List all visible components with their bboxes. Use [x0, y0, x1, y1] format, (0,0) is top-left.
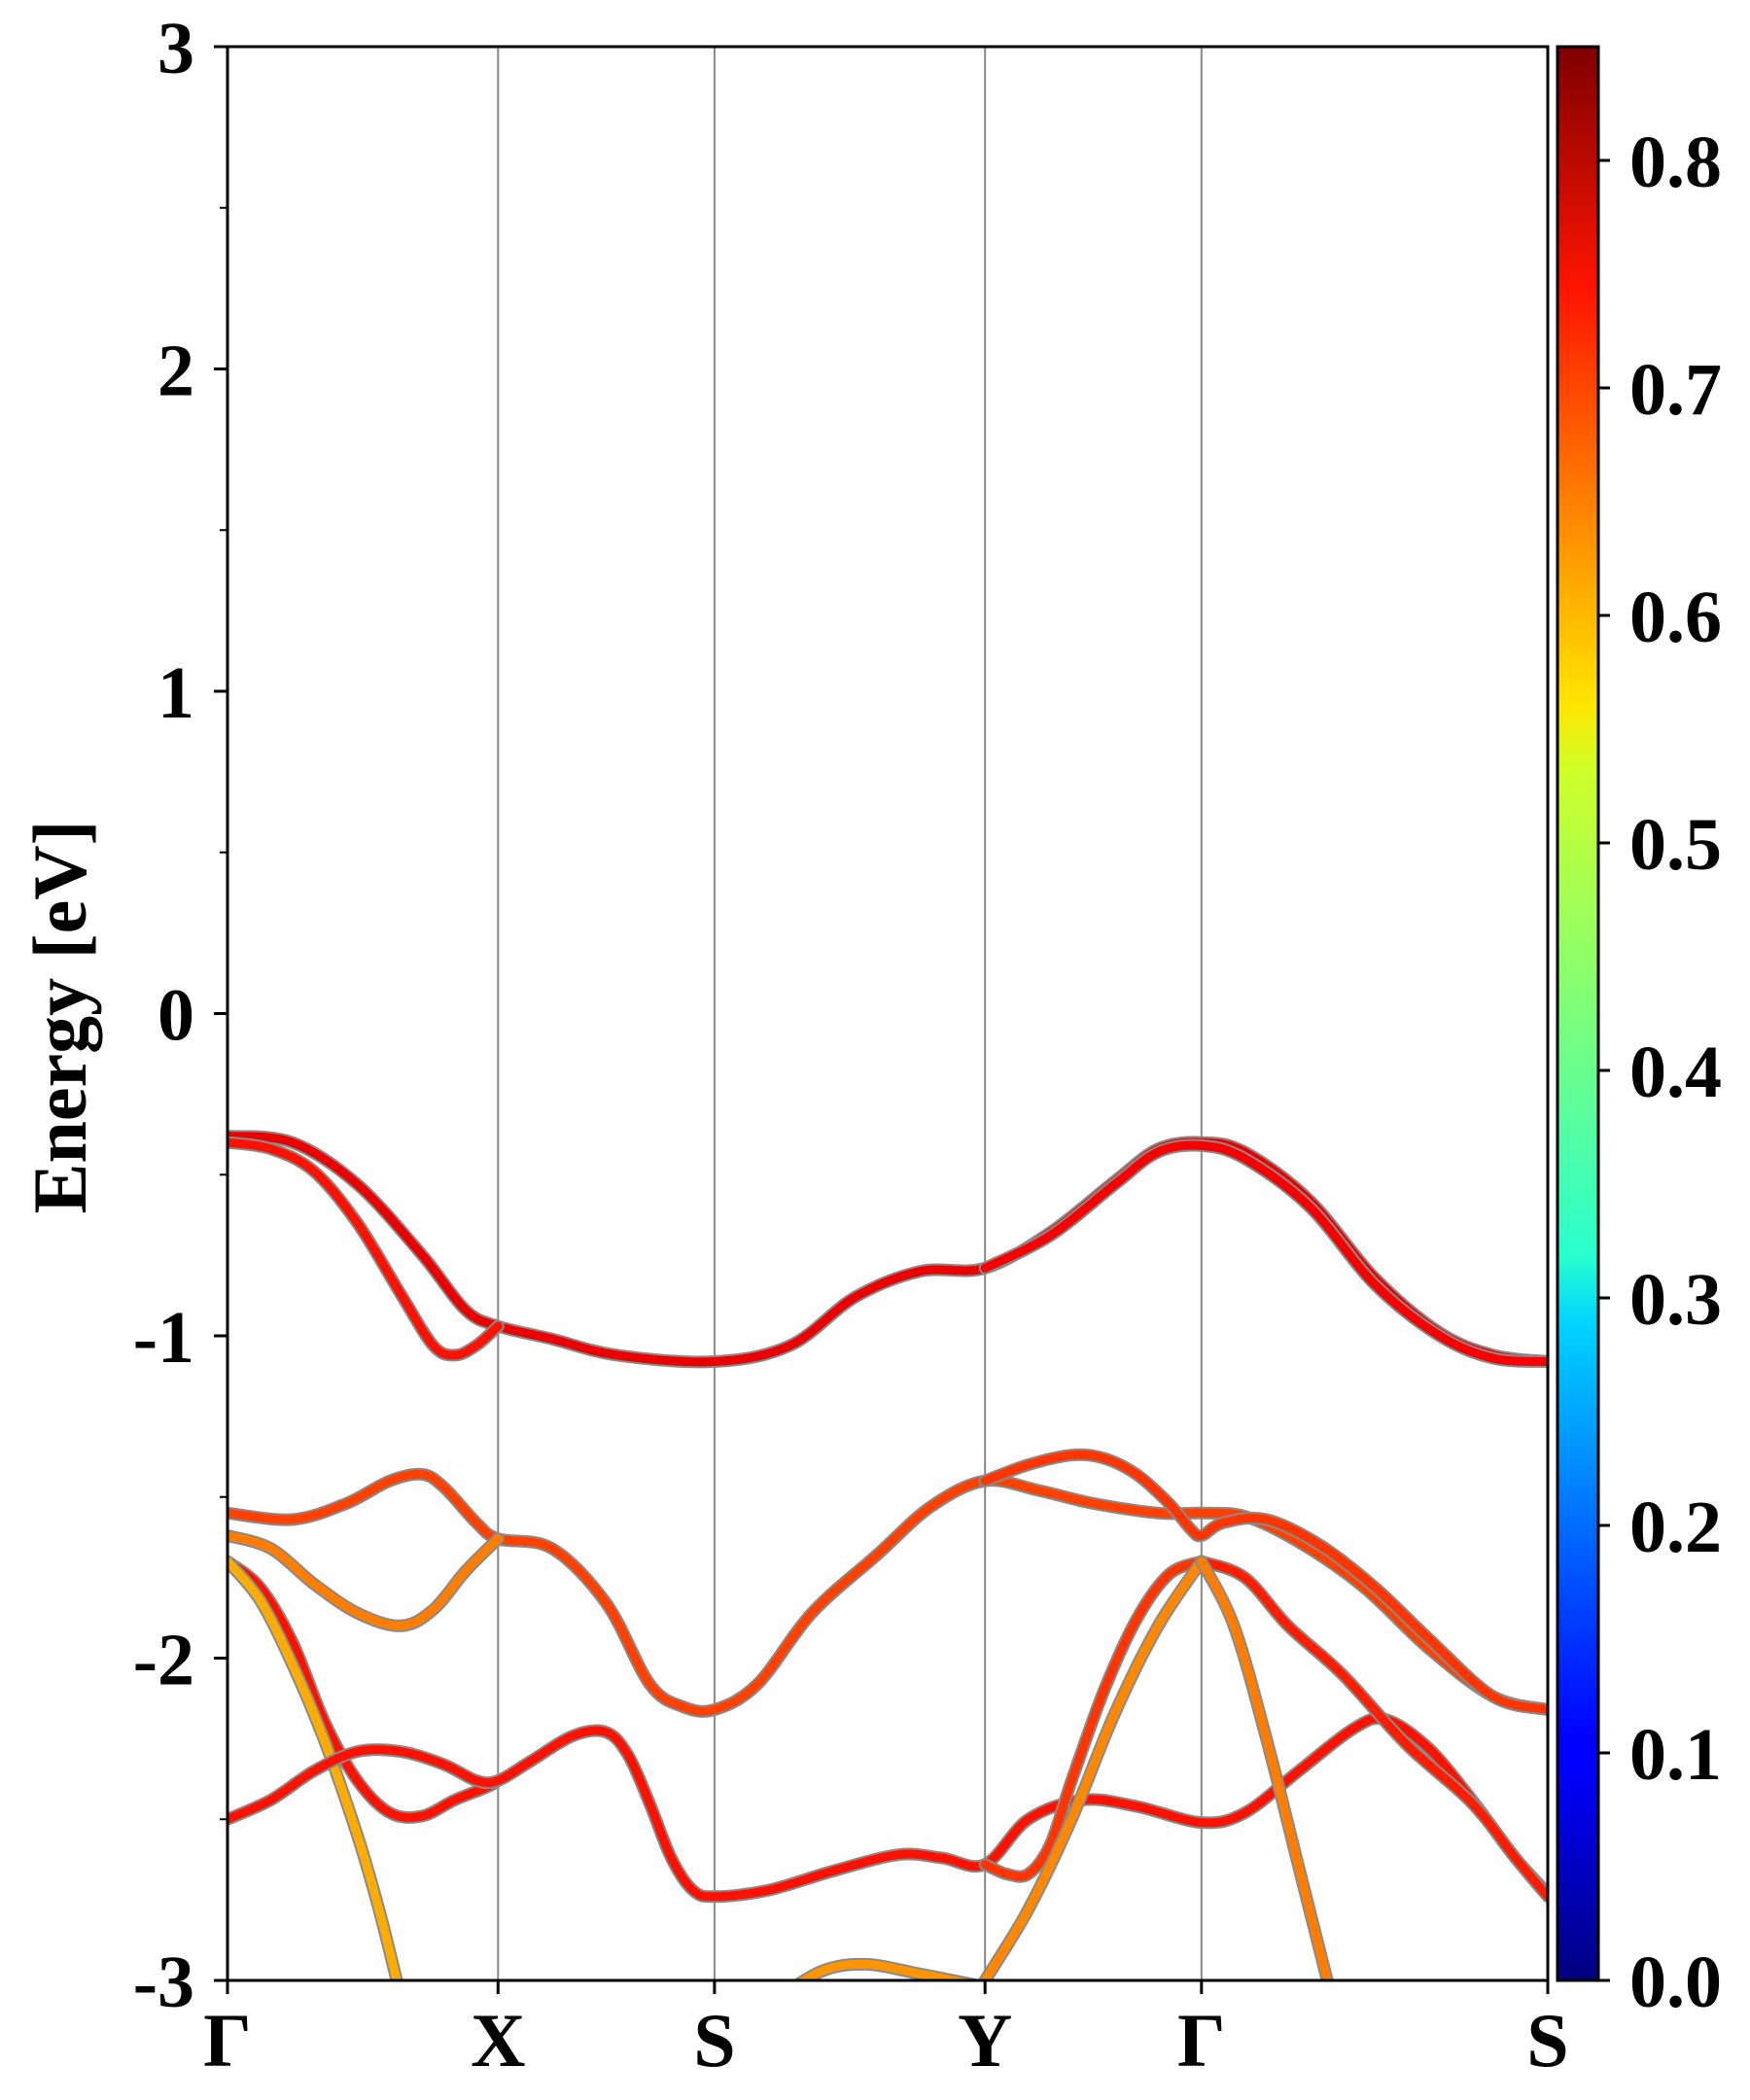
colorbar-gradient: [1556, 45, 1600, 1982]
kpoint-label: Γ: [1177, 1998, 1226, 2082]
colorbar-tick-label: 0.1: [1629, 1714, 1722, 1796]
band-line: [980, 1557, 1207, 1881]
kpoint-label: Y: [958, 1998, 1012, 2082]
y-tick-label: -3: [133, 1942, 194, 2023]
band-line: [228, 1713, 1548, 1902]
colorbar: 0.0 0.1 0.2 0.3 0.4 0.5 0.6 0.7 0.8: [1556, 45, 1722, 2023]
y-axis-ticks: -3 -2 -1 0 1 2 3: [133, 8, 228, 2023]
band-line: [228, 1469, 1548, 1716]
band-line-outline: [1195, 1555, 1548, 1904]
band-line: [980, 1450, 1548, 1714]
y-tick-label: 2: [158, 331, 194, 412]
y-tick-label: 3: [158, 8, 194, 89]
y-tick-label: 1: [158, 652, 194, 734]
colorbar-tick-label: 0.7: [1629, 349, 1722, 431]
band-line: [795, 1959, 976, 1980]
band-line: [1197, 1557, 1548, 1902]
kpoint-label: S: [693, 1998, 735, 2082]
band-line-outline: [978, 1138, 1548, 1368]
band-line-outline: [228, 1711, 1548, 1904]
band-line: [980, 1557, 1207, 1980]
band-line: [228, 1531, 503, 1630]
y-axis-title: Energy [eV]: [18, 820, 102, 1213]
y-tick-label: -1: [133, 1297, 194, 1379]
band-line-outline: [228, 1136, 505, 1362]
colorbar-tick-label: 0.3: [1629, 1259, 1722, 1341]
colorbar-tick-label: 0.6: [1629, 577, 1722, 658]
kpoint-label: Γ: [203, 1998, 252, 2082]
band-line: [228, 1557, 503, 1822]
band-line: [228, 1138, 503, 1360]
kpoint-label: S: [1526, 1998, 1568, 2082]
colorbar-ticks: 0.0 0.1 0.2 0.3 0.4 0.5 0.6 0.7 0.8: [1598, 122, 1722, 2023]
vertical-grid-lines: [497, 47, 1203, 1980]
band-line: [980, 1140, 1548, 1366]
colorbar-tick-label: 0.4: [1629, 1032, 1722, 1113]
kpoint-label: X: [471, 1998, 525, 2082]
colorbar-tick-label: 0.0: [1629, 1942, 1722, 2023]
band-line: [1197, 1557, 1332, 1980]
colorbar-tick-label: 0.2: [1629, 1487, 1722, 1568]
colorbar-tick-label: 0.5: [1629, 804, 1722, 886]
y-tick-label: 0: [158, 975, 194, 1057]
y-tick-label: -2: [133, 1620, 194, 1701]
colorbar-tick-label: 0.8: [1629, 122, 1722, 203]
band-line: [228, 1557, 402, 1980]
band-lines: [228, 1130, 1548, 1980]
